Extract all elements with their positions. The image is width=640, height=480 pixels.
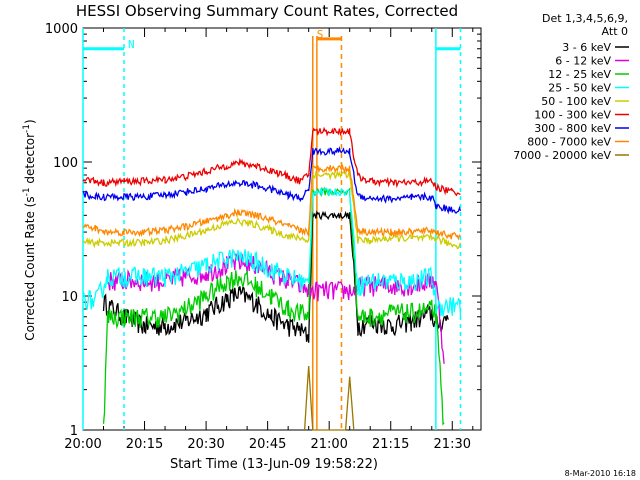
x-tick-label: 20:15 <box>126 437 163 452</box>
legend-label: 7000 - 20000 keV <box>513 149 611 162</box>
x-axis: 20:00 20:15 20:30 20:45 21:00 21:15 21:30 <box>64 28 474 452</box>
y-tick-label: 1000 <box>45 22 78 37</box>
series-line <box>102 186 445 426</box>
attenuator-markers: NS <box>82 28 462 430</box>
legend-label: 800 - 7000 keV <box>527 136 611 149</box>
legend-label: 25 - 50 keV <box>548 82 611 95</box>
legend-label: 50 - 100 keV <box>541 95 611 108</box>
y-tick-label: 100 <box>53 156 78 171</box>
chart-title: HESSI Observing Summary Count Rates, Cor… <box>76 2 458 20</box>
annotation-label: N <box>128 38 135 51</box>
legend-label: 300 - 800 keV <box>534 122 611 135</box>
series-line <box>303 366 355 431</box>
series-lines <box>82 126 462 431</box>
x-tick-label: 21:30 <box>434 437 471 452</box>
x-tick-label: 21:15 <box>372 437 409 452</box>
y-tick-label: 10 <box>61 290 78 305</box>
legend-label: 3 - 6 keV <box>562 41 611 54</box>
y-axis-label: Corrected Count Rate (s-1 detector-1) <box>22 119 37 340</box>
x-tick-label: 21:00 <box>310 437 347 452</box>
series-line <box>102 210 449 343</box>
x-tick-label: 20:00 <box>64 437 101 452</box>
annotation-label: S <box>317 28 324 41</box>
x-tick-label: 20:30 <box>187 437 224 452</box>
y-axis: 1 10 100 1000 <box>45 22 481 439</box>
x-axis-label: Start Time (13-Jun-09 19:58:22) <box>170 457 378 472</box>
x-tick-label: 20:45 <box>249 437 286 452</box>
series-line <box>82 146 462 215</box>
legend-label: 12 - 25 keV <box>548 68 611 81</box>
legend-label: 100 - 300 keV <box>534 109 611 122</box>
series-line <box>82 187 462 317</box>
legend-label: 6 - 12 keV <box>555 55 611 68</box>
series-line <box>82 169 462 250</box>
series-line <box>82 163 461 241</box>
y-tick-label: 1 <box>70 424 78 439</box>
date-stamp: 8-Mar-2010 16:18 <box>565 469 636 478</box>
legend-header: Det 1,3,4,5,6,9, <box>542 12 628 25</box>
legend-header: Att 0 <box>602 25 628 38</box>
series-line <box>82 126 461 197</box>
